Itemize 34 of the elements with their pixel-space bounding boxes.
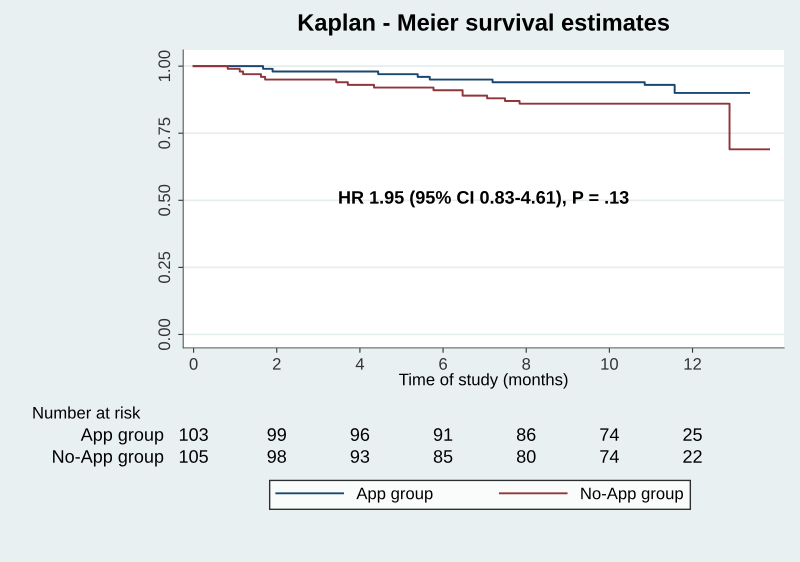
text: 80 — [516, 450, 536, 463]
x-tick-label: 2 — [272, 358, 281, 370]
text: 74 — [600, 428, 619, 441]
text: No-App group — [53, 450, 164, 466]
text: 96 — [350, 428, 370, 441]
x-tick-label: 0 — [190, 358, 198, 370]
annotation: HR 1.95 (95% CI 0.83-4.61), P = .13 — [339, 190, 629, 208]
text: 86 — [516, 428, 536, 441]
y-tick-label: 1.00 — [158, 50, 170, 82]
text: 91 — [434, 428, 452, 441]
text: 105 — [180, 450, 208, 463]
text: 93 — [350, 450, 370, 463]
text: 98 — [268, 450, 286, 463]
text: App group — [80, 428, 164, 445]
text: 85 — [434, 450, 452, 463]
x-tick-label: 8 — [522, 358, 530, 370]
text: 99 — [268, 428, 286, 441]
text: Number at risk — [33, 406, 140, 419]
x-tick-label: 12 — [684, 358, 701, 370]
legend-label: No-App group — [581, 488, 683, 503]
text: 25 — [683, 428, 702, 441]
y-tick-label: 0.00 — [158, 318, 170, 350]
y-tick-label: 0.25 — [158, 252, 170, 283]
chart-title: Kaplan - Meier survival estimates — [298, 13, 669, 36]
x-tick-label: 6 — [439, 358, 447, 370]
text: 22 — [683, 450, 702, 463]
y-tick-label: 0.50 — [158, 184, 170, 216]
x-tick-label: 4 — [356, 358, 364, 370]
x-axis-title: Time of study (months) — [399, 373, 568, 389]
text: 103 — [180, 428, 208, 441]
x-tick-label: 10 — [601, 358, 618, 370]
text: 74 — [600, 450, 619, 463]
legend-label: App group — [356, 488, 433, 503]
y-tick-label: 0.75 — [158, 118, 170, 149]
